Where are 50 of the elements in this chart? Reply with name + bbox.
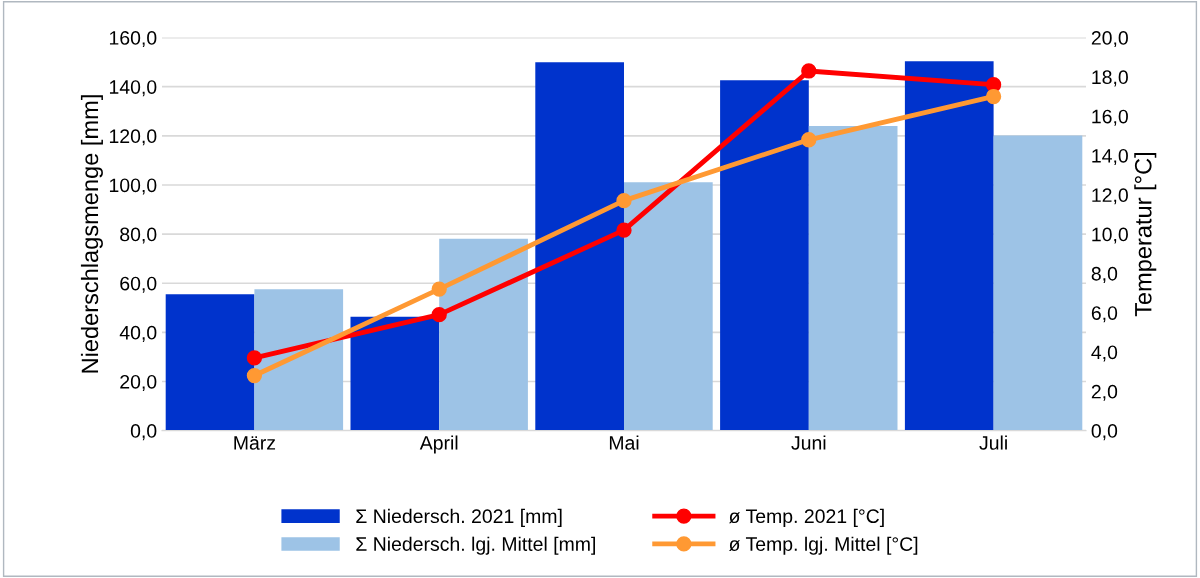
y2-tick-label: 2,0 [1091, 384, 1118, 401]
bar [904, 61, 994, 431]
bar [350, 316, 440, 431]
x-tick-label: Juni [791, 435, 826, 450]
y2-tick-label: 4,0 [1091, 345, 1118, 362]
point [616, 193, 632, 209]
x-tick-label: April [419, 435, 458, 454]
bar [535, 62, 624, 431]
x-tick-label: März [234, 436, 276, 450]
y2-axis-title: Temperatur [°C] [1134, 152, 1157, 317]
point [246, 350, 263, 366]
bar [993, 135, 1083, 431]
x-tick-label: Mai [609, 435, 639, 450]
y2-tick-label: 20,0 [1091, 31, 1128, 48]
y2-tick-label: 14,0 [1092, 148, 1128, 166]
legend-label: ø Temp. lgj. Mittel [°C] [729, 536, 918, 555]
y-tick-label: 40,0 [119, 325, 157, 342]
legend-label: Σ Niedersch. 2021 [mm] [356, 508, 562, 527]
legend-label: Σ Niedersch. lgj. Mittel [mm] [356, 536, 595, 555]
y2-tick-label: 18,0 [1092, 70, 1128, 87]
y-tick-label: 160,0 [109, 31, 157, 48]
y-tick-label: 140,0 [109, 80, 157, 97]
y-tick-label: 60,0 [120, 276, 157, 293]
y-tick-label: 120,0 [109, 129, 157, 146]
point [616, 222, 632, 238]
x-tick-label: Juli [979, 435, 1007, 450]
y-tick-label: 80,0 [120, 227, 157, 244]
y2-tick-label: 10,0 [1092, 227, 1128, 244]
point [801, 132, 817, 148]
y2-tick-label: 8,0 [1091, 266, 1118, 283]
bar [165, 294, 255, 431]
y2-tick-label: 16,0 [1092, 109, 1128, 126]
bar [720, 80, 809, 431]
point [985, 88, 1002, 105]
point [431, 307, 447, 323]
bar [624, 182, 713, 431]
point [431, 281, 447, 297]
y-tick-label: 20,0 [120, 374, 157, 392]
y2-tick-label: 6,0 [1091, 306, 1118, 323]
legend-label: ø Temp. 2021 [°C] [729, 508, 884, 527]
y2-tick-label: 12,0 [1092, 188, 1128, 205]
bar [808, 126, 898, 431]
y-axis-title: Niederschlagsmenge [mm] [80, 95, 103, 373]
bar [254, 289, 344, 431]
point [801, 63, 817, 79]
bar [439, 238, 528, 431]
y2-tick-label: 0,0 [1091, 424, 1118, 441]
y-tick-label: 0,0 [130, 424, 157, 441]
point [246, 367, 263, 384]
y-tick-label: 100,0 [109, 178, 157, 195]
